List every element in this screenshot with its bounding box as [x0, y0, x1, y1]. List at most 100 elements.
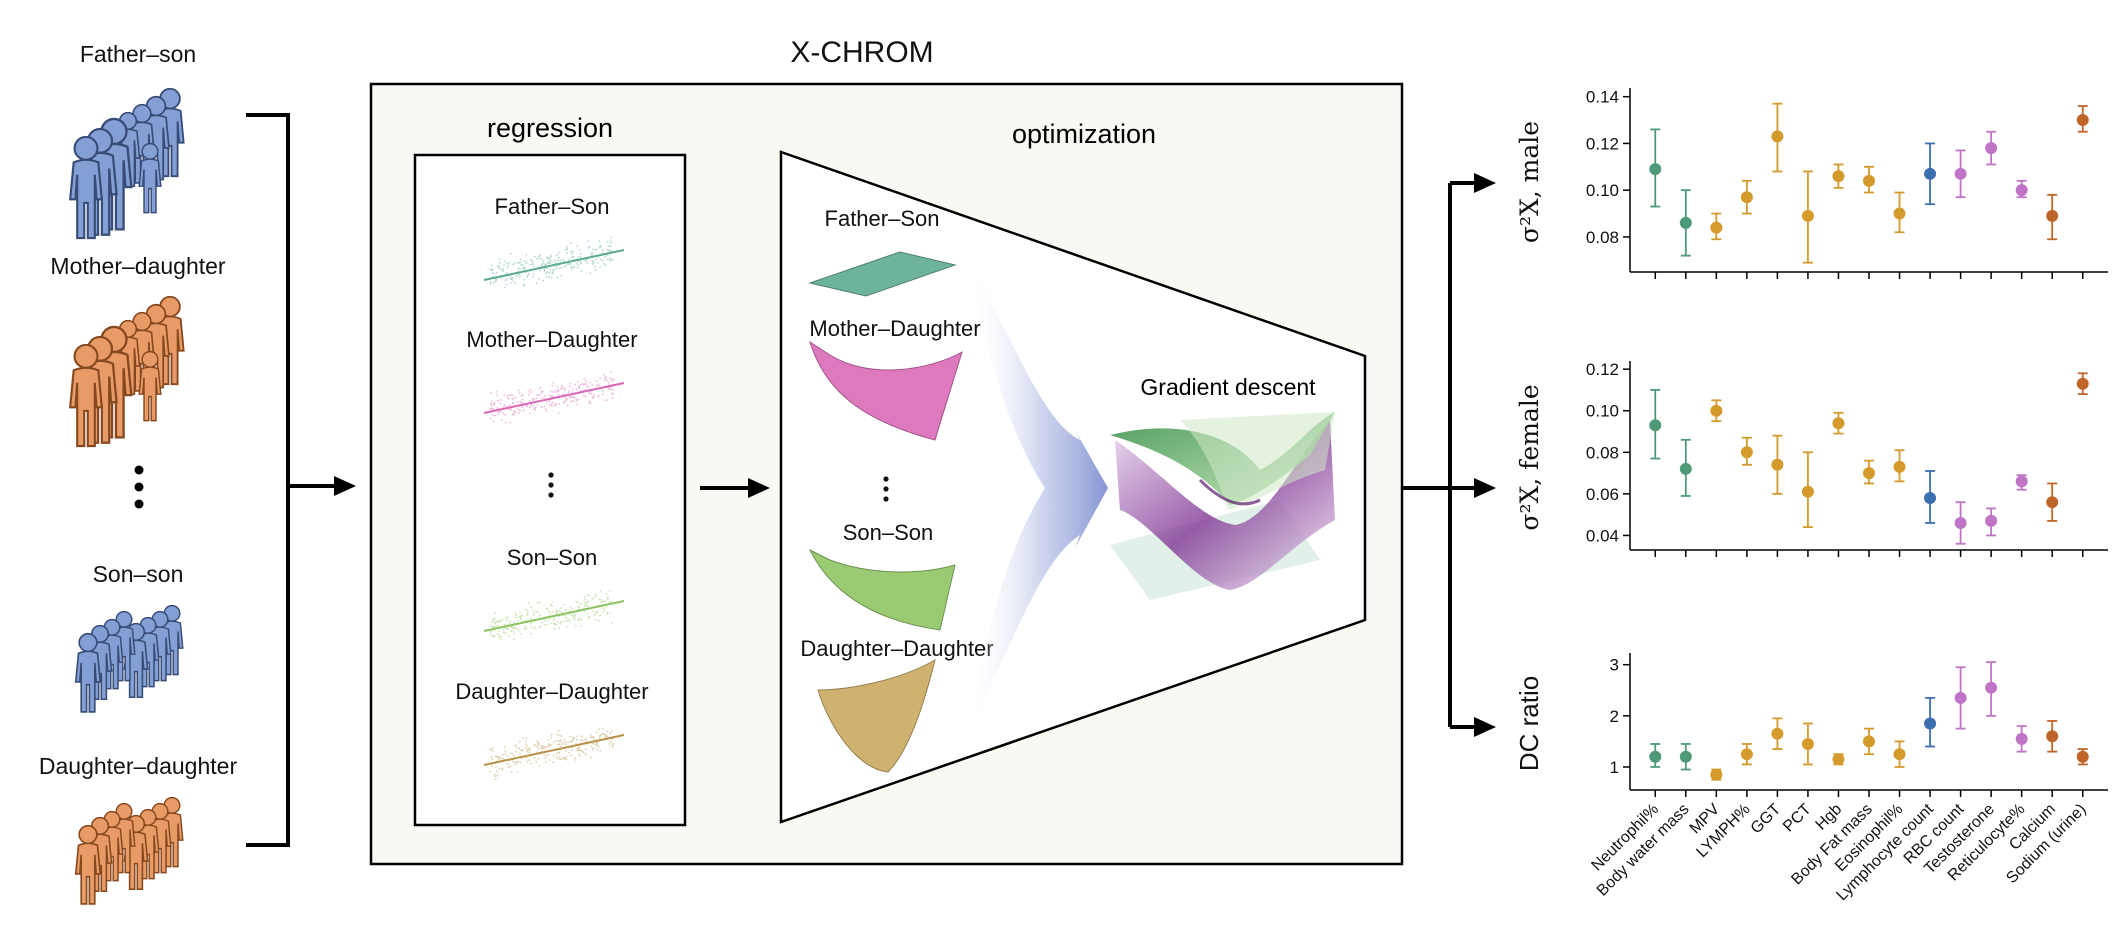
- scatter-point: [591, 736, 594, 739]
- scatter-point: [580, 262, 582, 265]
- scatter-point: [610, 241, 613, 244]
- scatter-point: [576, 601, 579, 603]
- scatter-point: [576, 747, 579, 749]
- scatter-point: [504, 279, 507, 282]
- scatter-point: [494, 414, 497, 417]
- scatter-point: [560, 739, 562, 741]
- scatter-point: [592, 610, 594, 613]
- scatter-point: [544, 618, 547, 621]
- scatter-point: [603, 262, 605, 265]
- data-point: [2015, 732, 2028, 745]
- scatter-point: [527, 272, 530, 275]
- scatter-point: [498, 630, 500, 633]
- scatter-point: [504, 405, 507, 408]
- scatter-point: [587, 247, 590, 249]
- scatter-point: [585, 380, 588, 382]
- scatter-point: [610, 741, 612, 743]
- scatter-point: [540, 391, 543, 393]
- scatter-point: [609, 601, 611, 604]
- scatter-point: [512, 413, 515, 416]
- scatter-point: [539, 269, 541, 272]
- output-connectors: [1402, 181, 1480, 729]
- scatter-point: [540, 386, 542, 389]
- data-point: [1801, 209, 1814, 222]
- scatter-point: [608, 249, 611, 252]
- scatter-point: [528, 399, 531, 402]
- scatter-point: [555, 267, 558, 270]
- scatter-point: [590, 252, 592, 255]
- scatter-point: [559, 745, 562, 748]
- scatter-point: [584, 598, 587, 601]
- scatter-point: [568, 262, 570, 265]
- scatter-point: [578, 386, 580, 389]
- scatter-point: [591, 736, 593, 739]
- scatter-point: [541, 263, 543, 266]
- scatter-point: [547, 753, 549, 756]
- scatter-point: [601, 727, 604, 730]
- scatter-point: [510, 253, 512, 255]
- scatter-point: [518, 274, 521, 276]
- scatter-point: [599, 246, 601, 249]
- scatter-point: [558, 609, 561, 612]
- scatter-point: [489, 770, 492, 773]
- family-group-icon: [74, 796, 184, 905]
- scatter-point: [567, 258, 570, 261]
- scatter-point: [594, 613, 597, 615]
- regression-scatter: [489, 236, 614, 289]
- scatter-point: [548, 610, 550, 613]
- scatter-point: [568, 620, 571, 622]
- scatter-point: [567, 392, 570, 394]
- scatter-point: [514, 613, 517, 615]
- scatter-point: [526, 750, 529, 753]
- scatter-point: [603, 600, 606, 603]
- gradient-descent-surfaces: [1110, 412, 1335, 600]
- scatter-point: [523, 260, 526, 262]
- scatter-point: [596, 256, 599, 259]
- scatter-point: [589, 272, 592, 275]
- scatter-point: [596, 748, 598, 751]
- scatter-point: [529, 388, 532, 391]
- scatter-point: [522, 266, 525, 269]
- data-point: [2046, 209, 2059, 222]
- scatter-point: [598, 394, 600, 397]
- scatter-point: [516, 771, 519, 773]
- scatter-point: [489, 748, 492, 751]
- scatter-point: [561, 611, 563, 614]
- scatter-point: [572, 617, 575, 619]
- scatter-point: [535, 282, 538, 285]
- scatter-point: [570, 614, 572, 617]
- scatter-point: [548, 744, 550, 746]
- scatter-point: [599, 246, 602, 249]
- scatter-point: [564, 757, 567, 759]
- scatter-point: [524, 747, 527, 750]
- data-point: [2046, 496, 2059, 509]
- scatter-point: [599, 614, 602, 617]
- scatter-point: [565, 758, 568, 761]
- scatter-point: [547, 745, 550, 748]
- scatter-point: [509, 394, 512, 397]
- scatter-point: [576, 600, 578, 603]
- scatter-point: [570, 253, 573, 256]
- scatter-point: [495, 279, 498, 282]
- optimization-item-label: Father–Son: [825, 206, 940, 231]
- scatter-point: [521, 757, 524, 760]
- scatter-point: [503, 623, 506, 626]
- scatter-point: [503, 260, 506, 262]
- loss-surface: [809, 340, 963, 441]
- scatter-point: [582, 383, 585, 386]
- scatter-point: [494, 280, 497, 283]
- data-point: [1863, 467, 1875, 480]
- scatter-point: [609, 257, 611, 260]
- scatter-point: [585, 604, 587, 607]
- scatter-point: [544, 263, 547, 266]
- scatter-point: [558, 740, 560, 742]
- scatter-point: [506, 755, 509, 758]
- scatter-point: [541, 747, 544, 750]
- data-point: [1832, 753, 1845, 766]
- scatter-point: [492, 634, 495, 637]
- scatter-point: [585, 737, 587, 740]
- scatter-point: [611, 730, 614, 733]
- scatter-point: [527, 274, 529, 277]
- scatter-point: [513, 638, 515, 640]
- scatter-point: [605, 733, 608, 736]
